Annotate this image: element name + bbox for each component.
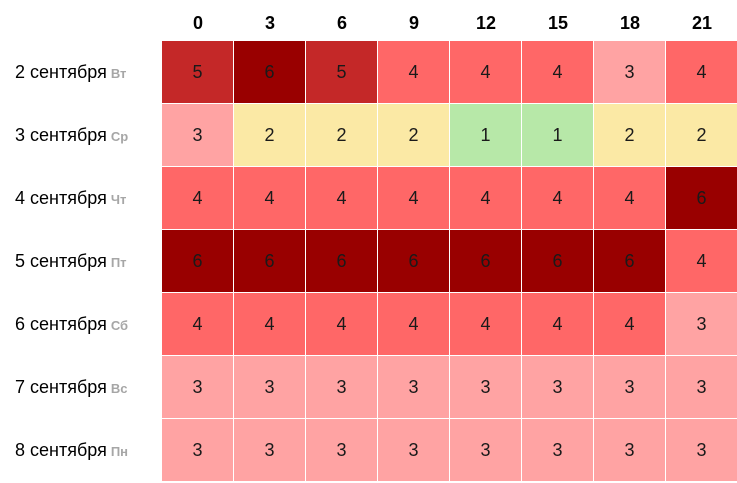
heatmap-cell: 3: [162, 356, 233, 418]
heatmap-cell: 6: [666, 167, 737, 229]
row-weekday: Ср: [110, 129, 129, 144]
heatmap-cell: 2: [234, 104, 305, 166]
heatmap-cell: 4: [234, 293, 305, 355]
column-header-hour-15: 15: [547, 13, 569, 33]
heatmap-cell: 2: [666, 104, 737, 166]
heatmap-cell: 4: [378, 167, 449, 229]
column-header-hour-3: 3: [264, 13, 275, 33]
heatmap-cell: 4: [450, 41, 521, 103]
column-header-hour-12: 12: [475, 13, 497, 33]
heatmap-cell: 5: [306, 41, 377, 103]
heatmap-cell: 2: [594, 104, 665, 166]
heatmap-cell: 4: [306, 167, 377, 229]
row-weekday: Пн: [110, 444, 129, 459]
heatmap-cell: 3: [666, 293, 737, 355]
column-header-hour-0: 0: [192, 13, 203, 33]
heatmap-cell: 4: [666, 41, 737, 103]
row-date: 8 сентября: [15, 440, 107, 460]
row-date: 5 сентября: [15, 251, 107, 271]
heatmap-cell: 1: [450, 104, 521, 166]
row-date: 2 сентября: [15, 62, 107, 82]
heatmap-cell: 4: [378, 41, 449, 103]
heatmap-cell: 6: [378, 230, 449, 292]
heatmap-cell: 6: [234, 41, 305, 103]
heatmap-cell: 3: [522, 356, 593, 418]
heatmap-cell: 4: [234, 167, 305, 229]
heatmap-cell: 6: [162, 230, 233, 292]
heatmap-cell: 4: [378, 293, 449, 355]
heatmap-cell: 3: [162, 104, 233, 166]
row-label: 5 сентября Пт: [15, 230, 127, 293]
heatmap-cell: 2: [306, 104, 377, 166]
heatmap-cell: 3: [450, 419, 521, 481]
heatmap-cell: 4: [450, 167, 521, 229]
heatmap-cell: 4: [594, 293, 665, 355]
row-weekday: Вс: [110, 381, 128, 396]
heatmap-cell: 6: [306, 230, 377, 292]
row-date: 6 сентября: [15, 314, 107, 334]
row-label: 4 сентября Чт: [15, 167, 126, 230]
row-label: 6 сентября Сб: [15, 293, 128, 356]
heatmap-cell: 3: [234, 419, 305, 481]
heatmap-cell: 5: [162, 41, 233, 103]
row-date: 7 сентября: [15, 377, 107, 397]
heatmap-cell: 6: [522, 230, 593, 292]
column-header-hour-21: 21: [691, 13, 713, 33]
heatmap-cell: 6: [450, 230, 521, 292]
column-header-hour-9: 9: [408, 13, 419, 33]
heatmap-cell: 4: [522, 293, 593, 355]
row-label: 8 сентября Пн: [15, 419, 128, 482]
heatmap-cell: 3: [306, 419, 377, 481]
heatmap-cell: 3: [594, 41, 665, 103]
row-label: 7 сентября Вс: [15, 356, 127, 419]
row-weekday: Вт: [110, 66, 127, 81]
heatmap-cell: 3: [378, 419, 449, 481]
heatmap-cell: 2: [378, 104, 449, 166]
heatmap-cell: 3: [234, 356, 305, 418]
row-label: 3 сентября Ср: [15, 104, 128, 167]
heatmap-cell: 4: [666, 230, 737, 292]
heatmap-cell: 4: [594, 167, 665, 229]
heatmap-cell: 3: [450, 356, 521, 418]
heatmap-cell: 4: [522, 41, 593, 103]
row-weekday: Пт: [110, 255, 127, 270]
heatmap-cell: 3: [378, 356, 449, 418]
heatmap-cell: 6: [594, 230, 665, 292]
row-date: 3 сентября: [15, 125, 107, 145]
heatmap-cell: 6: [234, 230, 305, 292]
heatmap-cell: 4: [306, 293, 377, 355]
heatmap-cell: 3: [306, 356, 377, 418]
column-header-hour-6: 6: [336, 13, 347, 33]
row-label: 2 сентября Вт: [15, 41, 126, 104]
heatmap-cell: 4: [162, 293, 233, 355]
row-weekday: Чт: [110, 192, 127, 207]
row-date: 4 сентября: [15, 188, 107, 208]
column-header-hour-18: 18: [619, 13, 641, 33]
heatmap-cell: 3: [522, 419, 593, 481]
heatmap-cell: 1: [522, 104, 593, 166]
row-weekday: Сб: [110, 318, 129, 333]
heatmap-cell: 3: [666, 356, 737, 418]
heatmap-cell: 4: [450, 293, 521, 355]
heatmap-cell: 3: [594, 419, 665, 481]
heatmap-cell: 4: [162, 167, 233, 229]
heatmap-cell: 3: [666, 419, 737, 481]
heatmap-cell: 3: [594, 356, 665, 418]
heatmap-cell: 3: [162, 419, 233, 481]
heatmap-cell: 4: [522, 167, 593, 229]
